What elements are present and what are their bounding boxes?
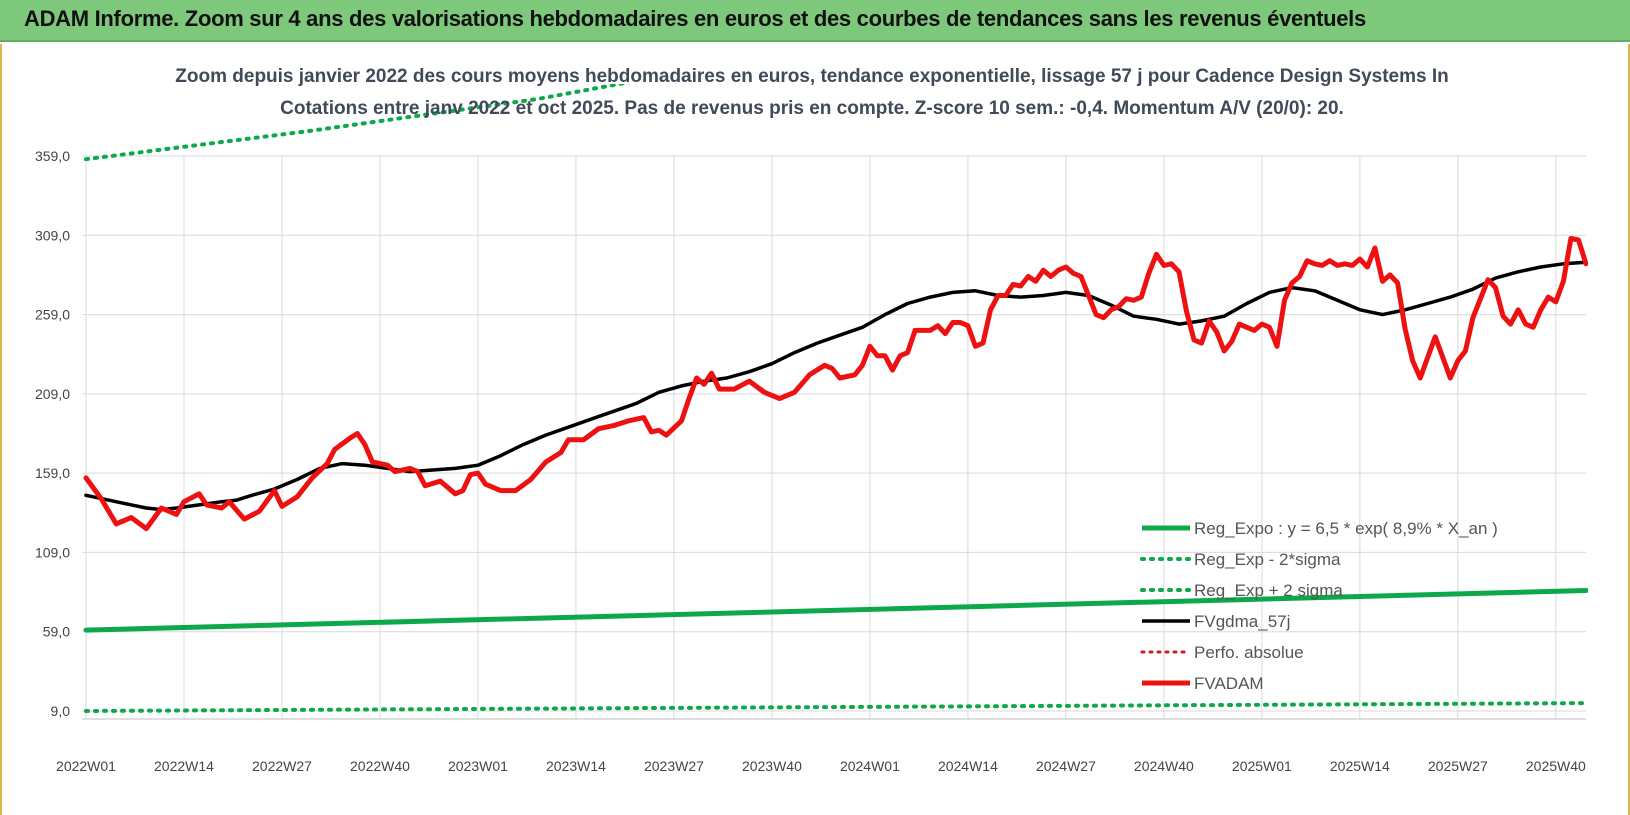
chart-area: 9,0 59,0 109,0 159,0 209,0 259,0 309,0 359,0 202… [0, 44, 1630, 815]
series-fvgdma-57j [84, 260, 1588, 512]
y-tick-label: 109,0 [35, 544, 70, 560]
x-tick-label: 2025W27 [1428, 758, 1488, 774]
chart-title-line-1: Zoom depuis janvier 2022 des cours moyen… [175, 66, 1448, 87]
x-tick-label: 2025W01 [1232, 758, 1292, 774]
x-tick-label: 2023W27 [644, 758, 704, 774]
chart-legend: Reg_Expo : y = 6,5 * exp( 8,9% * X_an ) R… [1140, 519, 1498, 693]
grid-layer [82, 155, 1586, 719]
y-tick-label: 59,0 [43, 624, 70, 640]
y-tick-label: 9,0 [51, 703, 71, 719]
x-tick-label: 2025W40 [1526, 758, 1586, 774]
legend-label: Reg_Exp - 2*sigma [1194, 550, 1341, 569]
series-fvadam [83, 236, 1588, 532]
legend-label: FVgdma_57j [1194, 612, 1290, 631]
legend-label: FVADAM [1194, 674, 1264, 693]
report-banner-title: ADAM Informe. Zoom sur 4 ans des valoris… [0, 0, 1630, 42]
x-tick-label: 2025W14 [1330, 758, 1390, 774]
price-chart: 9,0 59,0 109,0 159,0 209,0 259,0 309,0 359,0 202… [35, 66, 1588, 774]
legend-label: Perfo. absolue [1194, 643, 1304, 662]
y-tick-label: 309,0 [35, 227, 70, 243]
x-tick-label: 2024W14 [938, 758, 998, 774]
x-tick-label: 2022W14 [154, 758, 214, 774]
legend-label: Reg_Exp + 2 sigma [1194, 581, 1343, 600]
chart-title-line-2: Cotations entre janv 2022 et oct 2025. P… [280, 98, 1344, 119]
x-tick-label: 2024W27 [1036, 758, 1096, 774]
y-tick-label: 159,0 [35, 465, 70, 481]
x-tick-label: 2023W01 [448, 758, 508, 774]
x-tick-label: 2022W27 [252, 758, 312, 774]
x-tick-label: 2024W01 [840, 758, 900, 774]
y-tick-label: 259,0 [35, 307, 70, 323]
x-tick-label: 2024W40 [1134, 758, 1194, 774]
x-tick-label: 2022W40 [350, 758, 410, 774]
series-reg-expo [83, 588, 1588, 633]
legend-label: Reg_Expo : y = 6,5 * exp( 8,9% * X_an ) [1194, 519, 1498, 538]
x-tick-label: 2022W01 [56, 758, 116, 774]
axis-layer: 9,0 59,0 109,0 159,0 209,0 259,0 309,0 359,0 202… [35, 148, 1586, 774]
series-reg-exp-plus-2sigma [84, 84, 631, 162]
x-tick-label: 2023W14 [546, 758, 606, 774]
series-reg-exp-minus-2sigma [84, 701, 1588, 713]
y-tick-label: 359,0 [35, 148, 70, 164]
y-tick-label: 209,0 [35, 386, 70, 402]
series-layer [83, 84, 1588, 713]
x-tick-label: 2023W40 [742, 758, 802, 774]
